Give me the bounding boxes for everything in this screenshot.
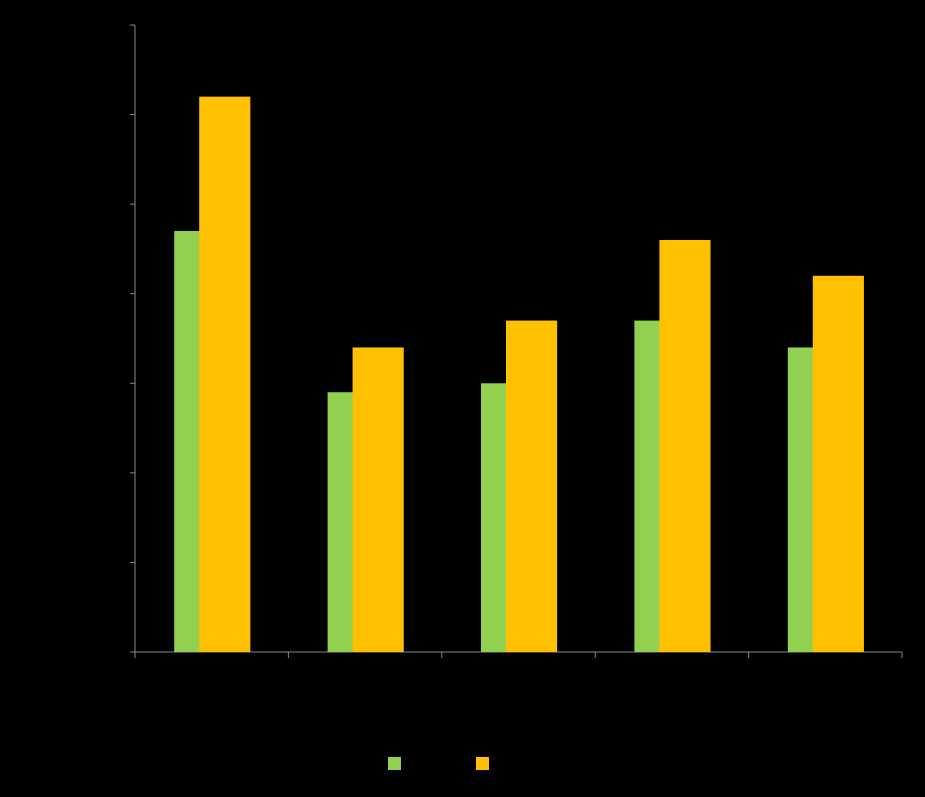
- bar: [199, 96, 251, 652]
- bar: [659, 239, 711, 652]
- legend-swatch: [388, 757, 401, 770]
- bar: [812, 275, 864, 652]
- bar: [506, 320, 558, 652]
- legend-swatch: [476, 757, 489, 770]
- bar: [352, 347, 404, 652]
